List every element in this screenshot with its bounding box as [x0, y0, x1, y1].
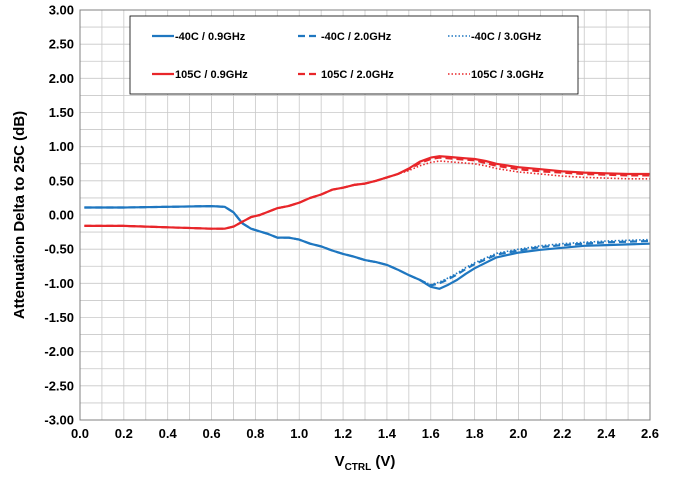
y-tick-label: 0.50 — [49, 173, 74, 188]
legend-label: 105C / 2.0GHz — [321, 69, 394, 81]
x-tick-label: 0.4 — [159, 426, 178, 441]
x-tick-label: 0.6 — [202, 426, 220, 441]
plot-frame — [79, 9, 651, 421]
y-tick-label: -2.00 — [44, 344, 74, 359]
x-tick-label: 1.4 — [378, 426, 397, 441]
x-axis-title-subscript: CTRL — [345, 462, 372, 473]
y-tick-label: 2.00 — [49, 71, 74, 86]
legend: -40C / 0.9GHz -40C / 2.0GHz -40C / 3.0GHz 1… — [129, 15, 579, 95]
legend-label: 105C / 0.9GHz — [175, 69, 248, 81]
x-tick-label: 2.6 — [641, 426, 659, 441]
y-tick-label: 2.50 — [49, 37, 74, 52]
x-axis-title-main: V — [335, 453, 345, 470]
y-tick-labels: 3.00 2.50 2.00 1.50 1.00 0.50 0.00 -0.50 -1.00 -1… — [44, 3, 74, 428]
x-tick-label: 2.4 — [597, 426, 616, 441]
y-axis-title: Attenuation Delta to 25C (dB) — [11, 111, 28, 319]
y-tick-label: 1.00 — [49, 139, 74, 154]
y-tick-label: 0.00 — [49, 208, 74, 223]
x-tick-label: 0.8 — [246, 426, 264, 441]
series-line-5 — [84, 156, 650, 230]
x-axis-title: VCTRL (V) — [335, 453, 396, 473]
y-tick-label: -2.50 — [44, 378, 74, 393]
y-tick-label: 3.00 — [49, 3, 74, 18]
series-line-3 — [84, 205, 651, 286]
x-tick-label: 1.2 — [334, 426, 352, 441]
x-tick-label: 2.0 — [509, 426, 527, 441]
x-tick-labels: 0.0 0.2 0.4 0.6 0.8 1.0 1.2 1.4 1.6 1.8 2.0 2.2 2.4 2… — [71, 426, 659, 441]
x-tick-label: 1.0 — [290, 426, 308, 441]
legend-box — [129, 15, 579, 95]
y-tick-label: -3.00 — [44, 413, 74, 428]
legend-label: -40C / 3.0GHz — [471, 31, 542, 43]
legend-label: 105C / 3.0GHz — [471, 69, 544, 81]
legend-label: -40C / 0.9GHz — [175, 31, 246, 43]
y-tick-label: 1.50 — [49, 105, 74, 120]
series-layer — [84, 155, 651, 290]
x-tick-label: 0.0 — [71, 426, 89, 441]
y-tick-label: -1.50 — [44, 310, 74, 325]
x-tick-label: 1.8 — [466, 426, 484, 441]
y-tick-label: -0.50 — [44, 242, 74, 257]
y-tick-label: -1.00 — [44, 276, 74, 291]
legend-label: -40C / 2.0GHz — [321, 31, 392, 43]
x-axis-title-unit: (V) — [371, 453, 395, 470]
x-tick-label: 0.2 — [115, 426, 133, 441]
x-tick-label: 1.6 — [422, 426, 440, 441]
x-tick-label: 2.2 — [553, 426, 571, 441]
